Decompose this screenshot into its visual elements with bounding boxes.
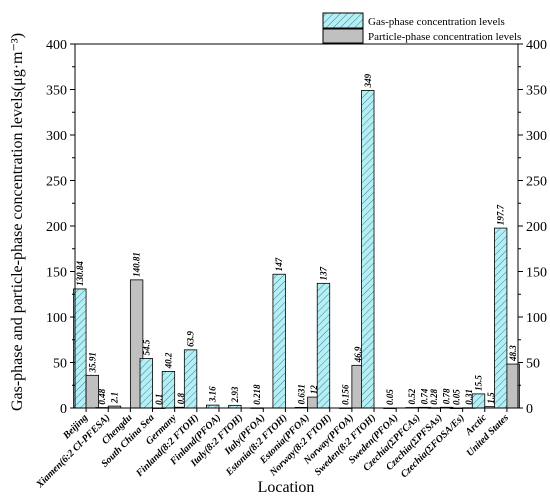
- gas-phase-bar: [161, 371, 176, 409]
- y-tick-label-left: 350: [46, 84, 67, 99]
- gas-data-label: 54.5: [141, 339, 151, 355]
- gas-phase-bar: [361, 90, 375, 409]
- y-tick-label-right: 0: [526, 402, 533, 417]
- gas-data-label: 130.84: [75, 261, 85, 286]
- gas-data-label: 2.93: [230, 386, 240, 403]
- y-tick-label-right: 100: [526, 311, 547, 326]
- gas-data-label: 197.7: [496, 204, 506, 225]
- gas-phase-bar: [183, 349, 198, 409]
- particle-data-label: 48.3: [508, 345, 518, 362]
- right-y-axis-ticks: 0 50 100 150 200 250 300 350 400: [518, 38, 547, 417]
- y-tick-label-right: 150: [526, 266, 547, 281]
- particle-data-label: 2.1: [109, 392, 119, 404]
- y-tick-label-right: 200: [526, 220, 547, 235]
- gas-phase-bar: [139, 358, 153, 409]
- y-tick-label-right: 50: [526, 357, 540, 372]
- y-tick-label-right: 350: [526, 84, 547, 99]
- gas-data-label: 0.156: [341, 384, 351, 405]
- data-labels-layer: 130.84 35.91 0.48 2.1 140.81 54.5 0.1 40.2 0.8 63…: [75, 73, 518, 405]
- y-tick-label-left: 150: [46, 266, 67, 281]
- legend-label-gas: Gas-phase concentration levels: [368, 16, 505, 28]
- particle-data-label: 0.1: [154, 394, 164, 405]
- particle-data-label: 12: [309, 385, 319, 395]
- gas-data-label: 40.2: [163, 352, 173, 369]
- gas-data-label: 0.218: [252, 384, 262, 405]
- y-tick-label-right: 250: [526, 175, 547, 190]
- gas-phase-bar: [272, 273, 286, 409]
- gas-phase-bar: [316, 282, 331, 409]
- gas-data-label: 0.631: [296, 384, 306, 404]
- legend-label-particle: Particle-phase concentration levels: [368, 31, 521, 43]
- gas-data-label: 0.05: [451, 389, 461, 405]
- gas-data-label: 137: [318, 266, 328, 280]
- y-tick-label-right: 400: [526, 38, 547, 53]
- left-y-axis-ticks: 0 50 100 150 200 250 300 350 400: [46, 38, 75, 417]
- gas-data-label: 0.05: [385, 389, 395, 405]
- y-tick-label-left: 0: [60, 402, 67, 417]
- gas-data-label: 63.9: [186, 331, 196, 347]
- legend: Gas-phase concentration levels Particle-…: [322, 12, 521, 44]
- particle-data-label: 46.9: [353, 346, 363, 363]
- y-axis-title: Gas-phase and particle-phase concentrati…: [9, 33, 26, 411]
- gas-data-label: 0.52: [407, 388, 417, 404]
- particle-data-label: 0.8: [176, 393, 186, 405]
- y-tick-label-left: 200: [46, 220, 67, 235]
- gas-data-label: 15.5: [474, 375, 484, 391]
- legend-swatch-gas: [322, 12, 364, 29]
- particle-data-label: 35.91: [87, 352, 97, 373]
- particle-data-label: 0.31: [464, 389, 474, 405]
- legend-swatch-particle: [322, 28, 364, 44]
- y-tick-label-left: 400: [46, 38, 67, 53]
- y-tick-label-left: 50: [53, 357, 67, 372]
- gas-data-label: 3.16: [208, 386, 218, 403]
- y-tick-label-right: 300: [526, 129, 547, 144]
- gas-phase-bar: [494, 227, 508, 409]
- particle-data-label: 0.78: [442, 388, 452, 404]
- gas-data-label: 349: [363, 73, 373, 88]
- gas-data-label: 147: [274, 257, 284, 271]
- gas-data-label: 0.48: [97, 388, 107, 404]
- y-tick-label-left: 300: [46, 129, 67, 144]
- particle-data-label: 1.5: [486, 392, 496, 404]
- gas-phase-bar: [471, 393, 486, 409]
- particle-data-label: 140.81: [132, 252, 142, 277]
- y-tick-label-left: 250: [46, 175, 67, 190]
- bars-layer: [73, 90, 520, 409]
- particle-data-label: 0.74: [420, 388, 430, 404]
- gas-data-label: 0.28: [429, 388, 439, 404]
- x-axis-title: Location: [258, 479, 315, 496]
- y-tick-label-left: 100: [46, 311, 67, 326]
